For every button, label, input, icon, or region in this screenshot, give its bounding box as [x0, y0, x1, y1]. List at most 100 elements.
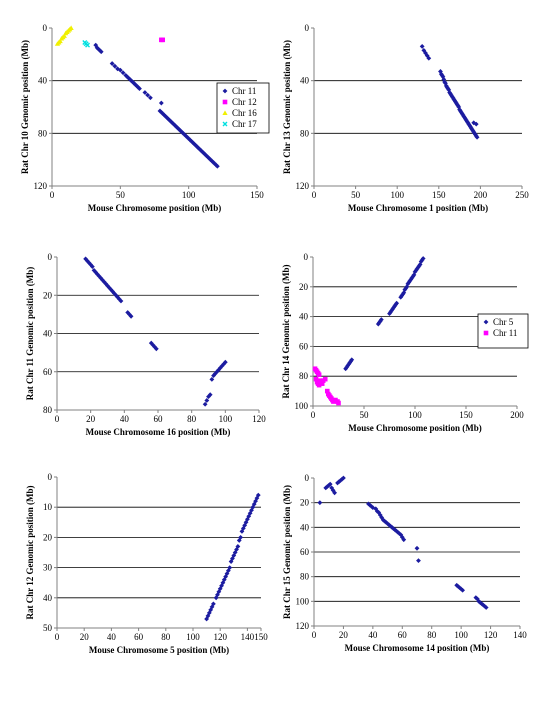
x-tick-label: 40 [107, 632, 117, 642]
data-point [191, 141, 197, 147]
data-point [161, 112, 167, 118]
data-point [153, 346, 159, 352]
x-tick-label: 200 [510, 410, 524, 420]
y-tick-label: 60 [43, 367, 53, 377]
x-axis-title: Mouse Chromosome 14 position (Mb) [345, 643, 490, 653]
data-point [460, 587, 466, 593]
data-point [210, 159, 216, 165]
data-point [245, 516, 250, 522]
data-point [414, 266, 420, 272]
data-point [193, 142, 198, 148]
data-point [164, 115, 170, 120]
x-tick-label: 0 [55, 632, 60, 642]
x-tick-label: 0 [55, 414, 60, 424]
legend-marker [483, 330, 489, 336]
data-point [395, 529, 401, 535]
data-point [235, 544, 241, 549]
x-tick-label: 20 [86, 414, 96, 424]
x-tick-label: 80 [161, 632, 171, 642]
data-point [414, 545, 420, 551]
data-point [253, 498, 258, 504]
data-point [217, 586, 223, 592]
data-point [142, 90, 148, 95]
data-point [197, 146, 202, 152]
data-point [209, 377, 215, 382]
data-point [208, 607, 214, 613]
x-tick-label: 150 [459, 410, 473, 420]
data-point [152, 344, 158, 350]
data-point [182, 132, 187, 138]
data-point [330, 487, 336, 493]
data-point [163, 113, 168, 119]
data-point [249, 507, 254, 513]
y-axis-title: Rat Chr 10 Genomic position (Mb) [20, 40, 30, 174]
y-tick-label: 120 [34, 181, 48, 191]
data-point [109, 61, 115, 66]
data-point [227, 565, 233, 570]
x-tick-label: 40 [368, 630, 378, 640]
data-point [190, 140, 196, 145]
data-point [165, 116, 171, 122]
data-point [319, 381, 325, 386]
data-point [443, 80, 448, 86]
x-tick-label: 60 [134, 632, 144, 642]
y-tick-label: 20 [43, 532, 53, 542]
x-tick-label: 60 [154, 414, 164, 424]
legend-marker [222, 99, 228, 105]
y-tick-label: 80 [299, 371, 309, 381]
data-point [127, 76, 133, 82]
data-point [96, 46, 101, 52]
data-point [209, 158, 215, 164]
data-point [175, 125, 181, 131]
data-point [93, 269, 99, 275]
x-tick-label: 20 [80, 632, 90, 642]
data-point [420, 256, 426, 261]
x-tick-label: 80 [187, 414, 197, 424]
data-point [389, 308, 394, 314]
data-point [426, 55, 432, 61]
data-point [326, 483, 332, 488]
data-point [187, 137, 193, 143]
x-tick-label: 120 [484, 630, 498, 640]
data-point [246, 513, 252, 519]
data-point [402, 287, 408, 293]
data-point [207, 392, 213, 398]
y-tick-label: 40 [43, 593, 53, 603]
y-tick-label: 100 [296, 596, 310, 606]
data-point [186, 136, 192, 141]
x-tick-label: 150 [254, 632, 268, 642]
data-point [202, 401, 208, 407]
data-point [399, 293, 405, 299]
series-chr-11 [312, 366, 341, 406]
data-point [204, 153, 209, 159]
data-point [231, 553, 237, 558]
x-axis-title: Mouse Chromosome 1 position (Mb) [348, 203, 488, 213]
data-point [115, 294, 120, 300]
data-point [324, 388, 330, 394]
y-tick-label: 80 [300, 572, 310, 582]
data-point [238, 535, 243, 540]
data-point [401, 290, 407, 296]
legend-marker [222, 88, 228, 94]
x-tick-label: 250 [515, 190, 529, 200]
data-point [219, 363, 225, 369]
y-tick-label: 80 [300, 128, 310, 138]
series-0 [204, 492, 261, 622]
legend-label: Chr 17 [232, 119, 257, 129]
data-point [158, 100, 164, 106]
series-0 [419, 44, 480, 140]
y-tick-label: 50 [43, 623, 53, 633]
x-tick-label: 120 [213, 632, 227, 642]
x-tick-label: 100 [408, 410, 422, 420]
x-tick-label: 50 [116, 190, 126, 200]
x-tick-label: 100 [186, 632, 200, 642]
y-axis-title: Rat Chr 13 Genomic position (Mb) [282, 40, 292, 174]
data-point [158, 109, 164, 115]
data-point [199, 149, 205, 155]
x-tick-label: 50 [360, 410, 370, 420]
data-point [412, 269, 418, 275]
data-point [169, 120, 175, 126]
